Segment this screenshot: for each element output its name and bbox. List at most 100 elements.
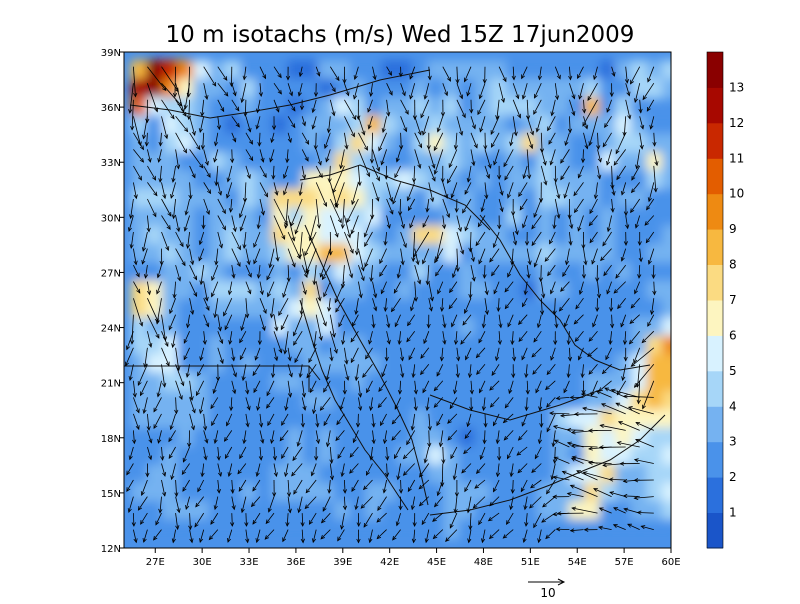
- field-cell: [146, 391, 164, 411]
- field-cell: [537, 170, 555, 190]
- field-cell: [162, 134, 180, 154]
- field-cell: [381, 207, 399, 227]
- vector-reference-label: 10: [540, 586, 555, 600]
- field-cell: [334, 244, 352, 264]
- field-cell: [272, 244, 290, 264]
- field-cell: [225, 391, 243, 411]
- field-cell: [553, 115, 571, 135]
- field-cell: [365, 97, 383, 117]
- field-cell: [381, 244, 399, 264]
- field-cell: [522, 60, 540, 80]
- field-cell: [647, 79, 665, 99]
- field-cell: [209, 501, 227, 521]
- field-cell: [631, 115, 649, 135]
- field-cell: [365, 519, 383, 539]
- field-cell: [475, 262, 493, 282]
- field-cell: [397, 134, 415, 154]
- y-tick-label: 21N: [101, 379, 121, 390]
- field-cell: [443, 428, 461, 448]
- field-cell: [225, 281, 243, 301]
- field-cell: [647, 115, 665, 135]
- field-cell: [381, 115, 399, 135]
- field-cell: [318, 262, 336, 282]
- field-cell: [428, 336, 446, 356]
- field-cell: [506, 134, 524, 154]
- field-cell: [600, 170, 618, 190]
- field-cell: [131, 152, 149, 172]
- field-cell: [568, 409, 586, 429]
- field-cell: [600, 79, 618, 99]
- field-cell: [522, 97, 540, 117]
- y-tick-label: 33N: [101, 158, 121, 169]
- field-cell: [412, 244, 430, 264]
- field-cell: [568, 170, 586, 190]
- field-cell: [506, 464, 524, 484]
- field-cell: [287, 281, 305, 301]
- colorbar-swatch: [707, 300, 723, 336]
- field-cell: [318, 226, 336, 246]
- field-cell: [350, 207, 368, 227]
- x-tick-label: 60E: [661, 557, 680, 568]
- field-cell: [287, 464, 305, 484]
- field-cell: [537, 226, 555, 246]
- field-cell: [537, 464, 555, 484]
- field-cell: [178, 428, 196, 448]
- colorbar-label: 4: [729, 399, 737, 413]
- field-cell: [178, 152, 196, 172]
- field-cell: [428, 409, 446, 429]
- field-cell: [475, 446, 493, 466]
- field-cell: [647, 501, 665, 521]
- field-cell: [381, 262, 399, 282]
- field-cell: [162, 483, 180, 503]
- field-cell: [178, 519, 196, 539]
- field-cell: [209, 79, 227, 99]
- field-cell: [225, 152, 243, 172]
- field-cell: [459, 97, 477, 117]
- field-cell: [287, 519, 305, 539]
- field-cell: [225, 519, 243, 539]
- field-cell: [522, 299, 540, 319]
- field-cell: [146, 317, 164, 337]
- field-cell: [381, 317, 399, 337]
- field-cell: [584, 97, 602, 117]
- colorbar-swatch: [707, 513, 723, 549]
- field-cell: [475, 152, 493, 172]
- field-cell: [506, 391, 524, 411]
- field-cell: [193, 391, 211, 411]
- field-cell: [459, 464, 477, 484]
- field-cell: [647, 464, 665, 484]
- field-cell: [600, 317, 618, 337]
- x-tick-label: 36E: [286, 557, 305, 568]
- field-cell: [615, 317, 633, 337]
- field-cell: [193, 244, 211, 264]
- field-cell: [428, 317, 446, 337]
- field-cell: [318, 134, 336, 154]
- colorbar-label: 7: [729, 293, 737, 307]
- field-cell: [600, 207, 618, 227]
- field-cell: [647, 519, 665, 539]
- field-cell: [631, 299, 649, 319]
- field-cell: [584, 336, 602, 356]
- field-cell: [240, 281, 258, 301]
- field-cell: [334, 373, 352, 393]
- field-cell: [647, 281, 665, 301]
- field-cell: [350, 336, 368, 356]
- field-cell: [256, 317, 274, 337]
- field-cell: [178, 60, 196, 80]
- field-cell: [256, 373, 274, 393]
- field-cell: [256, 354, 274, 374]
- field-cell: [600, 115, 618, 135]
- field-cell: [162, 373, 180, 393]
- field-cell: [256, 152, 274, 172]
- field-cell: [131, 483, 149, 503]
- field-cell: [397, 317, 415, 337]
- field-cell: [334, 134, 352, 154]
- field-cell: [334, 483, 352, 503]
- field-cell: [522, 464, 540, 484]
- field-cell: [193, 134, 211, 154]
- field-cell: [459, 152, 477, 172]
- field-cell: [209, 409, 227, 429]
- field-cell: [381, 519, 399, 539]
- field-cell: [162, 446, 180, 466]
